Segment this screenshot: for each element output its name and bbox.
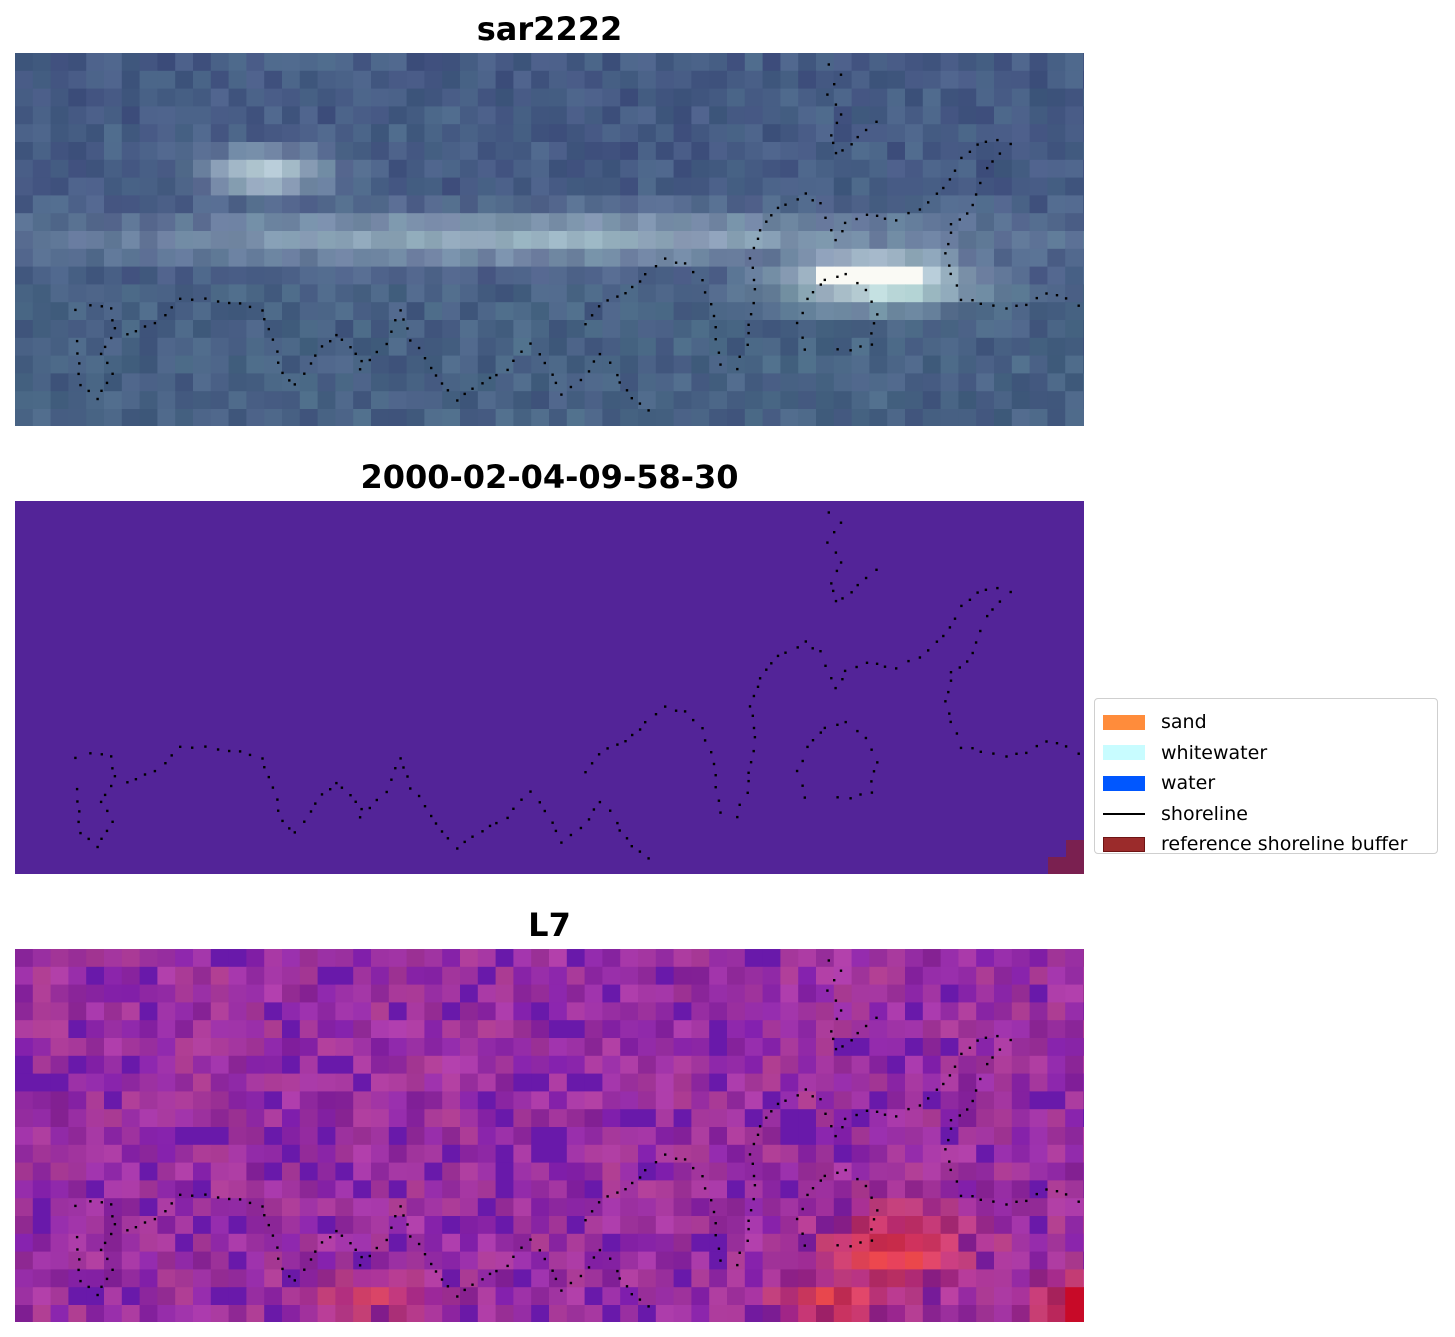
legend-label-whitewater: whitewater <box>1161 741 1268 764</box>
legend-item-shoreline: shoreline <box>1103 799 1429 830</box>
legend-item-whitewater: whitewater <box>1103 738 1429 769</box>
classification-image <box>15 501 1084 874</box>
sar-image <box>15 53 1084 426</box>
panel-title-classification: 2000-02-04-09-58-30 <box>360 458 739 496</box>
legend-swatch-whitewater <box>1103 745 1145 761</box>
legend-item-water: water <box>1103 768 1429 799</box>
legend-label-shoreline: shoreline <box>1161 802 1248 825</box>
panel-title-sar: sar2222 <box>476 10 623 48</box>
legend-label-reference-buffer: reference shoreline buffer <box>1161 833 1408 856</box>
legend-swatch-sand <box>1103 714 1145 730</box>
legend-swatch-shoreline <box>1103 812 1145 815</box>
index-image <box>15 949 1084 1322</box>
legend: sand whitewater water shoreline referenc… <box>1094 698 1438 855</box>
panel-title-index: L7 <box>528 906 571 944</box>
sar-image-panel <box>15 53 1084 426</box>
legend-label-sand: sand <box>1161 711 1207 734</box>
legend-label-water: water <box>1161 772 1216 795</box>
legend-item-sand: sand <box>1103 707 1429 738</box>
legend-item-reference-buffer: reference shoreline buffer <box>1103 829 1429 860</box>
classification-image-panel <box>15 501 1084 874</box>
index-image-panel <box>15 949 1084 1322</box>
legend-swatch-reference-buffer <box>1103 836 1145 852</box>
legend-swatch-water <box>1103 775 1145 791</box>
